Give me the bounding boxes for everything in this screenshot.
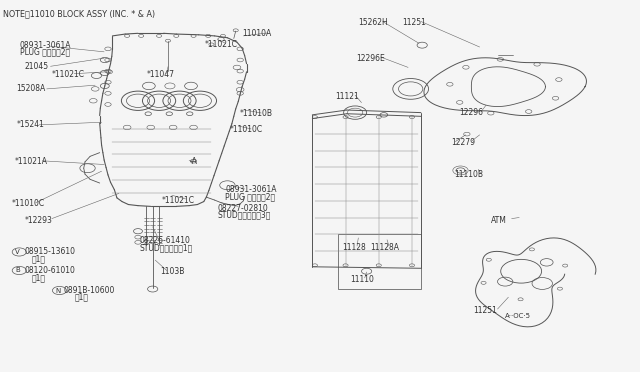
Text: 08931-3061A: 08931-3061A xyxy=(20,41,71,50)
Text: PLUG プラグ（2）: PLUG プラグ（2） xyxy=(20,47,70,56)
Text: ATM: ATM xyxy=(491,216,507,225)
Text: *11047: *11047 xyxy=(147,70,174,78)
Text: 11121: 11121 xyxy=(335,92,359,101)
Text: NOTEㄐ11010 BLOCK ASSY (INC. * & A): NOTEㄐ11010 BLOCK ASSY (INC. * & A) xyxy=(3,9,156,18)
Text: *11010C: *11010C xyxy=(12,199,45,208)
Text: STUDスタッド（3）: STUDスタッド（3） xyxy=(218,211,271,219)
Text: PLUG プラグ（2）: PLUG プラグ（2） xyxy=(225,192,276,201)
Text: 15208A: 15208A xyxy=(17,84,46,93)
Text: *11010C: *11010C xyxy=(229,125,262,134)
Text: STUDスタッド（1）: STUDスタッド（1） xyxy=(140,243,193,252)
Text: 0891B-10600: 0891B-10600 xyxy=(63,286,115,295)
Text: *11010B: *11010B xyxy=(240,109,273,118)
Text: 11128: 11128 xyxy=(342,243,365,251)
Text: *12293: *12293 xyxy=(25,216,53,225)
Text: 08931-3061A: 08931-3061A xyxy=(225,185,277,194)
Text: （1）: （1） xyxy=(31,254,45,263)
Text: *11021A: *11021A xyxy=(15,157,48,166)
Text: 08226-61410: 08226-61410 xyxy=(140,236,191,246)
Text: 11110: 11110 xyxy=(351,275,374,284)
Bar xyxy=(338,234,421,289)
Text: 21045: 21045 xyxy=(25,62,49,71)
Text: -A: -A xyxy=(189,157,198,166)
Text: *11021C: *11021C xyxy=(162,196,195,205)
Text: 12279: 12279 xyxy=(452,138,476,147)
Text: 11128A: 11128A xyxy=(370,243,399,251)
Text: V: V xyxy=(15,249,20,255)
Text: 08227-02810: 08227-02810 xyxy=(218,204,269,213)
Text: 12296: 12296 xyxy=(460,108,483,117)
Text: 1103B: 1103B xyxy=(161,267,185,276)
Text: *15241: *15241 xyxy=(17,121,45,129)
Text: （1）: （1） xyxy=(31,273,45,282)
Text: 08915-13610: 08915-13610 xyxy=(25,247,76,256)
Text: *11021C: *11021C xyxy=(205,39,238,49)
Text: B: B xyxy=(15,267,20,273)
Text: （1）: （1） xyxy=(74,293,88,302)
Text: 11110B: 11110B xyxy=(454,170,483,179)
Text: *11021C: *11021C xyxy=(52,70,84,78)
Text: 11251: 11251 xyxy=(402,18,426,27)
Text: 12296E: 12296E xyxy=(356,54,385,62)
Text: A··OC·5: A··OC·5 xyxy=(505,314,531,320)
Text: 11251: 11251 xyxy=(473,306,497,315)
Text: 11010A: 11010A xyxy=(242,29,271,38)
Text: 15262H: 15262H xyxy=(358,18,388,27)
Text: N: N xyxy=(56,288,61,294)
Text: 08120-61010: 08120-61010 xyxy=(25,266,76,275)
